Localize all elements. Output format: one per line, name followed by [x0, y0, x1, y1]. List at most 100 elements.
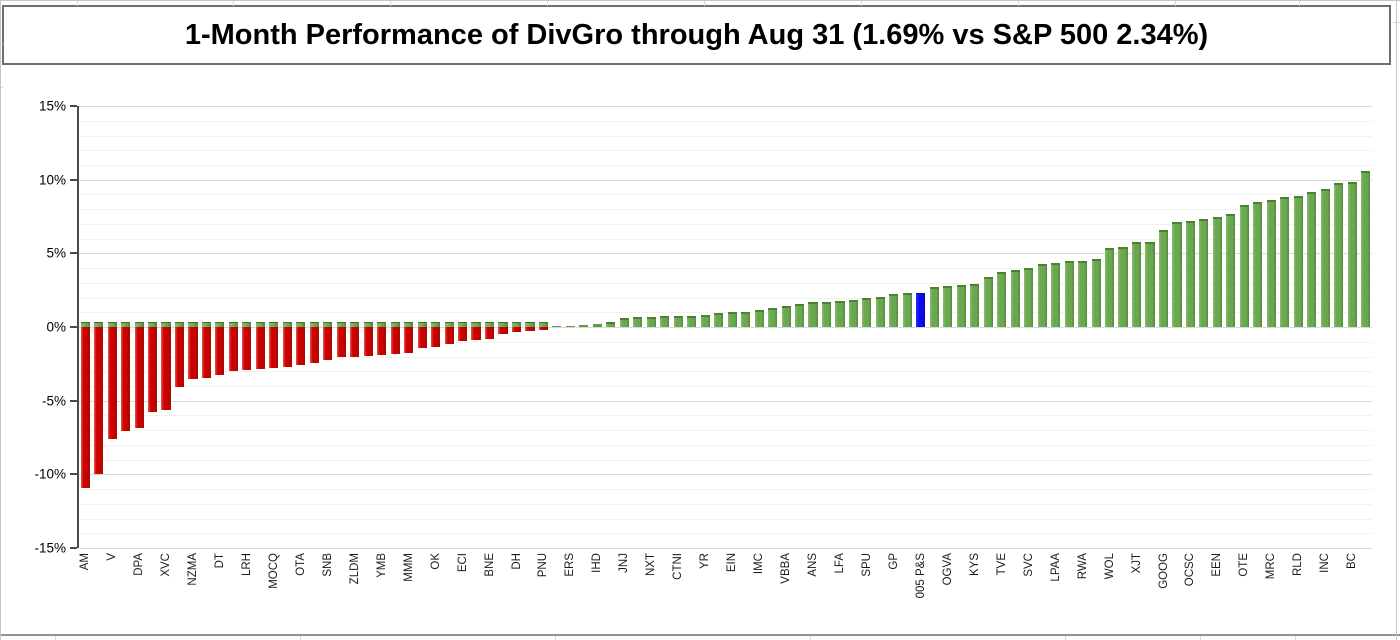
chart-bar — [1131, 242, 1142, 327]
chart-bar — [161, 327, 171, 411]
chart-bar — [862, 297, 872, 327]
chart-bar — [282, 327, 292, 367]
x-tick-label: MRC — [1265, 553, 1278, 580]
x-tick-label: V — [106, 553, 119, 561]
negative-bar-green-cap — [107, 322, 117, 327]
x-tick-label: PNU — [537, 553, 550, 578]
chart-bar — [754, 309, 764, 327]
minor-gridline — [79, 312, 1372, 314]
chart-bar — [471, 327, 481, 341]
x-tick-label: LFA — [834, 553, 846, 574]
chart-bar — [673, 316, 683, 327]
chart-bar — [997, 271, 1007, 327]
major-gridline — [79, 253, 1372, 255]
chart-bar — [1037, 263, 1047, 327]
chart-bar — [1145, 241, 1155, 327]
chart-bar — [619, 318, 629, 327]
negative-bar-green-cap — [242, 322, 252, 327]
chart-bar — [633, 317, 643, 327]
chart-bar — [943, 286, 953, 327]
chart-bar — [323, 327, 333, 361]
minor-gridline — [79, 297, 1372, 299]
chart-bar — [781, 306, 791, 327]
chart-bar — [1253, 202, 1263, 327]
chart-bar — [80, 327, 90, 488]
chart-bar — [269, 327, 279, 368]
chart-bar — [458, 327, 468, 342]
chart-bar — [1010, 270, 1020, 327]
chart-bar — [821, 301, 832, 327]
chart-bar — [929, 286, 939, 327]
sheet-row-line-left — [0, 87, 3, 88]
y-axis-tick-label: -15% — [34, 540, 66, 556]
chart-bar — [121, 327, 131, 431]
chart-bar — [1226, 213, 1236, 327]
x-tick-label: ERS — [564, 553, 577, 577]
negative-bar-green-cap — [336, 322, 346, 327]
chart-bar — [579, 325, 589, 327]
sheet-row-line-left — [0, 43, 3, 44]
x-tick-label: DH — [510, 553, 523, 570]
chart-bar — [147, 327, 158, 412]
sheet-column-line-top — [233, 0, 234, 6]
minor-gridline — [79, 489, 1372, 491]
negative-bar-green-cap — [484, 322, 495, 327]
bottom-frame-line — [0, 634, 1400, 636]
minor-gridline — [79, 282, 1372, 284]
chart-bar — [1172, 222, 1182, 327]
x-tick-label: TVE — [995, 553, 1008, 576]
sheet-column-line-bottom — [555, 636, 556, 640]
minor-gridline — [79, 164, 1372, 166]
chart-bar — [687, 315, 697, 327]
y-axis-tick — [70, 326, 77, 328]
sheet-column-line-top — [704, 0, 705, 6]
chart-bar — [552, 325, 562, 327]
minor-gridline — [79, 503, 1372, 505]
chart-bar — [646, 317, 656, 327]
chart-bar — [511, 327, 522, 333]
chart-bar — [768, 308, 778, 327]
chart-bar — [970, 284, 980, 327]
minor-gridline — [79, 150, 1372, 152]
chart-bar — [1212, 216, 1222, 327]
minor-gridline — [79, 430, 1372, 432]
negative-bar-green-cap — [323, 322, 333, 327]
chart-bar — [363, 327, 373, 356]
chart-bar — [94, 327, 104, 475]
y-axis-tick — [70, 178, 77, 181]
x-tick-label: GP — [887, 553, 900, 570]
sheet-column-line-top — [1175, 0, 1176, 6]
chart-bar — [1064, 261, 1074, 327]
x-tick-label: MOCQ — [267, 553, 280, 589]
minor-gridline — [79, 459, 1372, 461]
negative-bar-green-cap — [188, 322, 198, 327]
minor-gridline — [79, 385, 1372, 387]
left-edge — [0, 0, 1, 640]
x-tick-label: OTE — [1238, 553, 1251, 577]
chart-bar — [390, 327, 400, 355]
chart-bar — [484, 327, 495, 339]
y-axis-tick — [70, 105, 77, 107]
negative-bar-green-cap — [538, 322, 548, 327]
chart-bar — [1078, 260, 1088, 327]
chart-bar — [174, 327, 185, 387]
right-edge — [1396, 0, 1397, 640]
x-tick-label: BC — [1346, 553, 1359, 569]
y-axis-tick — [70, 473, 77, 476]
sheet-column-line-top — [1299, 0, 1300, 6]
chart-bar — [1051, 262, 1061, 327]
x-tick-label: SPU — [860, 553, 873, 577]
chart-bar — [107, 327, 117, 439]
negative-bar-green-cap — [377, 322, 387, 327]
negative-bar-green-cap — [134, 322, 144, 327]
negative-bar-green-cap — [404, 322, 414, 327]
minor-gridline — [79, 371, 1372, 373]
chart-bar — [1280, 196, 1290, 327]
chart-bar — [565, 325, 575, 327]
x-tick-label: EEN — [1211, 553, 1224, 577]
chart-bar — [377, 327, 387, 355]
minor-gridline — [79, 444, 1372, 446]
x-tick-label: SNB — [321, 553, 334, 577]
chart-bar — [808, 302, 818, 327]
chart-bar — [336, 327, 346, 358]
